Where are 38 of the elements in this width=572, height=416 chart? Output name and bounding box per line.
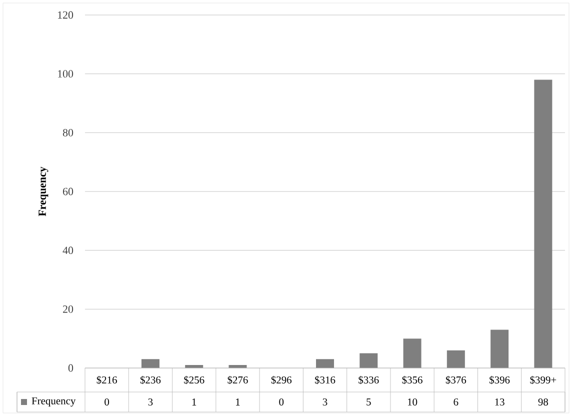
data-label: 6 [454,398,458,406]
bar [490,330,509,368]
data-label: 10 [408,398,418,406]
y-tick-label: 80 [62,128,74,136]
data-label: 1 [236,398,240,406]
y-tick-label: 20 [63,305,74,313]
data-label: 5 [366,398,371,406]
x-tick-label: $296 [271,376,292,384]
bar [446,350,465,368]
y-tick-label: 0 [68,364,74,372]
bar [141,359,160,368]
x-tick-label: $356 [402,376,422,384]
x-tick-label: $236 [140,376,161,384]
x-tick-label: $336 [358,376,379,384]
bar [534,80,552,368]
data-label: 3 [148,398,153,406]
data-label: 98 [538,398,548,406]
data-label: 3 [322,398,328,406]
y-tick-label: 100 [58,70,74,78]
y-tick-label: 120 [58,11,74,19]
bar [316,359,334,368]
y-tick-label: 60 [62,188,74,196]
y-axis-title: Frequency [38,166,48,216]
legend-label: Frequency [32,397,76,407]
data-label: 0 [279,398,284,406]
data-label: 0 [104,398,110,406]
x-tick-label: $399+ [530,376,556,384]
x-tick-label: $276 [228,376,248,384]
bar [360,353,378,368]
x-tick-label: $256 [184,376,204,384]
data-label: 1 [192,398,196,406]
y-tick-label: 40 [62,246,74,254]
x-tick-label: $376 [446,376,466,384]
data-label: 13 [495,398,504,406]
x-tick-label: $316 [315,376,336,384]
x-tick-label: $216 [96,376,117,384]
bar [403,338,422,368]
x-tick-label: $396 [490,376,510,384]
